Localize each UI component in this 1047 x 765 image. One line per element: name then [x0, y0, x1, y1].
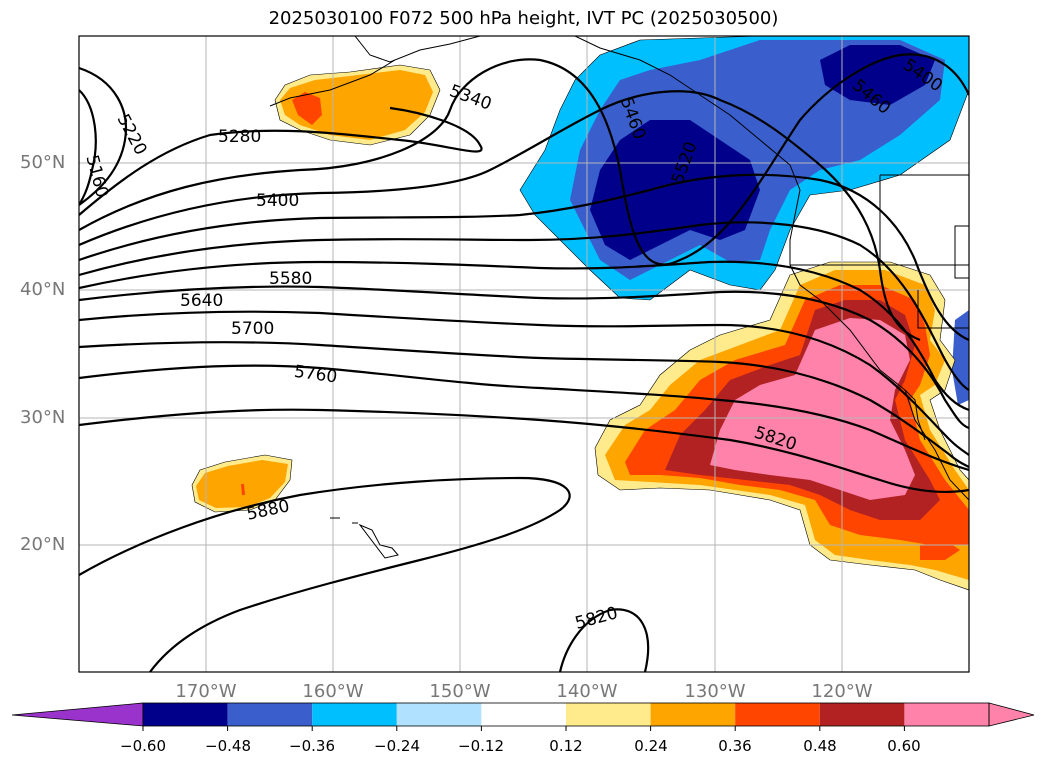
contour-label-5640: 5640 [180, 291, 223, 311]
colorbar [11, 702, 1035, 731]
gridlines [79, 36, 969, 672]
lat-label-50n: 50°N [20, 152, 66, 173]
colorbar-tick-label: −0.36 [289, 737, 335, 755]
colorbar-extend-low [11, 702, 144, 727]
map-title: 2025030100 F072 500 hPa height, IVT PC (… [268, 8, 779, 29]
lat-label-40n: 40°N [20, 279, 66, 300]
colorbar-extend-high [988, 702, 1035, 727]
colorbar-tick-label: −0.24 [374, 737, 420, 755]
lon-label-140w: 140°W [556, 681, 618, 702]
colorbar-tick-label: −0.12 [458, 737, 504, 755]
lon-label-170w: 170°W [175, 681, 237, 702]
lon-label-130w: 130°W [684, 681, 746, 702]
coastlines [269, 36, 969, 559]
ivt-positive-anomaly [191, 64, 969, 591]
contour-label-5280: 5280 [218, 127, 261, 147]
colorbar-tick-label: −0.48 [205, 737, 251, 755]
lon-label-160w: 160°W [302, 681, 364, 702]
colorbar-tick-label: 0.60 [887, 737, 921, 755]
lat-label-30n: 30°N [20, 407, 66, 428]
colorbar-tick-label: −0.60 [120, 737, 166, 755]
height-contours [79, 53, 969, 672]
lon-label-150w: 150°W [429, 681, 491, 702]
lon-label-120w: 120°W [811, 681, 873, 702]
map-panel: 5160 5220 5280 5340 5400 5400 5460 5460 … [79, 36, 969, 672]
contour-label-5400: 5400 [256, 191, 299, 211]
colorbar-tick-label: 0.24 [634, 737, 668, 755]
colorbar-tick-label: 0.12 [549, 737, 583, 755]
lat-label-20n: 20°N [20, 534, 66, 555]
colorbar-tick-label: 0.48 [803, 737, 837, 755]
map-frame [78, 35, 970, 673]
contour-label-5700: 5700 [231, 319, 274, 339]
colorbar-tick-label: 0.36 [718, 737, 752, 755]
contour-label-5580: 5580 [269, 269, 312, 289]
